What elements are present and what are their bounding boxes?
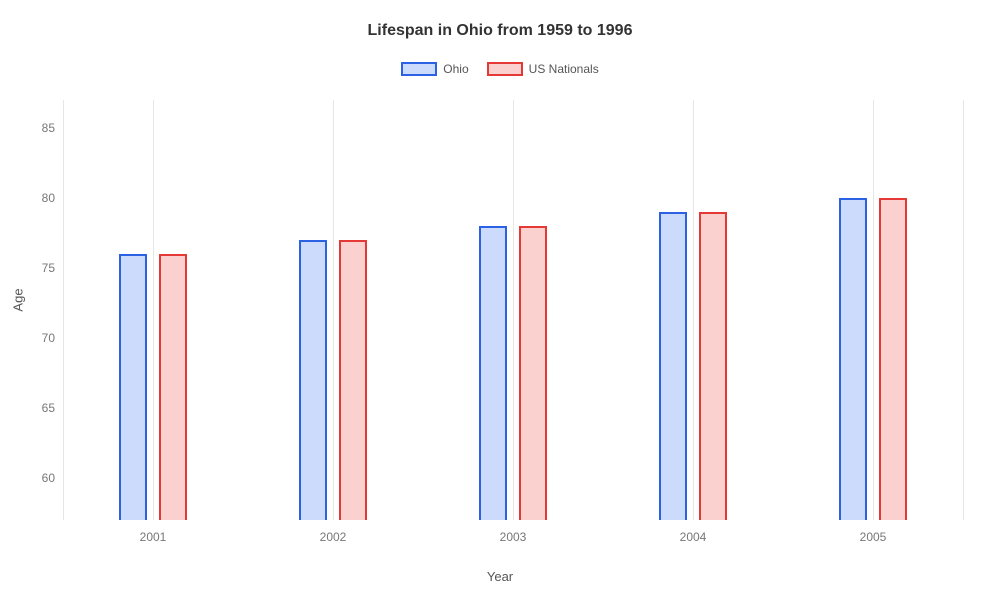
x-tick-label: 2003: [500, 530, 527, 544]
legend-label-us-nationals: US Nationals: [529, 62, 599, 76]
bar[interactable]: [339, 240, 367, 520]
x-tick-label: 2005: [860, 530, 887, 544]
legend: Ohio US Nationals: [0, 62, 1000, 76]
bar[interactable]: [479, 226, 507, 520]
bar[interactable]: [879, 198, 907, 520]
y-tick-label: 70: [42, 331, 55, 345]
x-axis-title: Year: [487, 569, 513, 584]
gridline-v: [63, 100, 64, 520]
chart-title: Lifespan in Ohio from 1959 to 1996: [0, 0, 1000, 40]
legend-swatch-us-nationals: [487, 62, 523, 76]
x-tick-label: 2002: [320, 530, 347, 544]
gridline-v: [333, 100, 334, 520]
bar[interactable]: [659, 212, 687, 520]
bar[interactable]: [699, 212, 727, 520]
gridline-v: [153, 100, 154, 520]
legend-item-ohio[interactable]: Ohio: [401, 62, 468, 76]
x-tick-label: 2004: [680, 530, 707, 544]
bar[interactable]: [159, 254, 187, 520]
legend-label-ohio: Ohio: [443, 62, 468, 76]
gridline-v: [513, 100, 514, 520]
bar[interactable]: [299, 240, 327, 520]
legend-swatch-ohio: [401, 62, 437, 76]
legend-item-us-nationals[interactable]: US Nationals: [487, 62, 599, 76]
y-tick-label: 75: [42, 261, 55, 275]
bar[interactable]: [119, 254, 147, 520]
plot-area: 20012002200320042005606570758085: [63, 100, 963, 520]
bar[interactable]: [519, 226, 547, 520]
gridline-v: [963, 100, 964, 520]
y-tick-label: 60: [42, 471, 55, 485]
y-tick-label: 80: [42, 191, 55, 205]
gridline-v: [693, 100, 694, 520]
gridline-v: [873, 100, 874, 520]
y-axis-title: Age: [11, 288, 26, 311]
y-tick-label: 85: [42, 121, 55, 135]
x-tick-label: 2001: [140, 530, 167, 544]
bar[interactable]: [839, 198, 867, 520]
chart-container: Lifespan in Ohio from 1959 to 1996 Ohio …: [0, 0, 1000, 600]
y-tick-label: 65: [42, 401, 55, 415]
